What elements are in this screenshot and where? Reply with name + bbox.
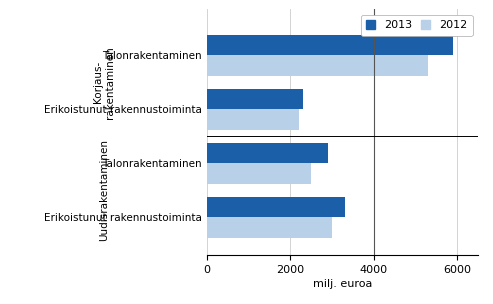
Bar [207,89,303,109]
X-axis label: milj. euroa: milj. euroa [313,279,372,289]
Legend: 2013, 2012: 2013, 2012 [361,15,473,36]
Bar [207,55,428,76]
Bar [207,35,453,55]
Text: Korjaus-
rakentaminen: Korjaus- rakentaminen [93,46,115,119]
Bar [207,197,345,217]
Bar [207,217,332,238]
Bar [207,109,299,130]
Bar [207,163,312,184]
Text: Uudisrakentaminen: Uudisrakentaminen [99,140,109,241]
Bar [207,143,328,163]
